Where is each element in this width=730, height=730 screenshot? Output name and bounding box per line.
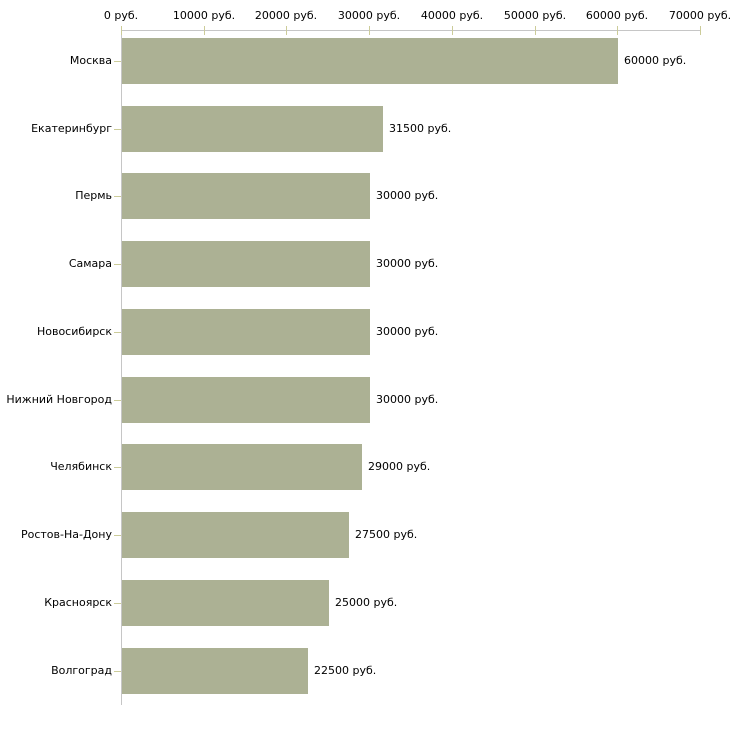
x-axis-tick-label: 70000 руб. bbox=[668, 9, 730, 22]
category-tick bbox=[114, 196, 121, 197]
x-axis-tick bbox=[535, 26, 536, 35]
x-axis-tick-label: 60000 руб. bbox=[585, 9, 649, 22]
category-label: Ростов-На-Дону bbox=[20, 528, 112, 541]
x-axis-tick-label: 0 руб. bbox=[103, 9, 139, 22]
category-tick bbox=[114, 129, 121, 130]
category-label: Самара bbox=[68, 257, 112, 270]
category-label: Екатеринбург bbox=[31, 122, 112, 135]
category-label: Красноярск bbox=[44, 596, 112, 609]
category-tick bbox=[114, 400, 121, 401]
x-axis-tick bbox=[700, 26, 701, 35]
bar-value-label: 30000 руб. bbox=[376, 393, 439, 406]
x-axis-tick bbox=[204, 26, 205, 35]
bar bbox=[122, 173, 370, 219]
x-axis-tick bbox=[286, 26, 287, 35]
bar bbox=[122, 580, 329, 626]
x-axis-tick bbox=[617, 26, 618, 35]
x-axis-tick-label: 50000 руб. bbox=[503, 9, 567, 22]
bar bbox=[122, 106, 383, 152]
bar-value-label: 60000 руб. bbox=[624, 54, 687, 67]
category-label: Нижний Новгород bbox=[6, 393, 112, 406]
category-label: Волгоград bbox=[51, 664, 112, 677]
bar-value-label: 29000 руб. bbox=[368, 460, 431, 473]
x-axis-tick bbox=[369, 26, 370, 35]
category-tick bbox=[114, 332, 121, 333]
category-tick bbox=[114, 61, 121, 62]
bar-value-label: 22500 руб. bbox=[314, 664, 377, 677]
bar-value-label: 30000 руб. bbox=[376, 257, 439, 270]
x-axis-tick-label: 40000 руб. bbox=[420, 9, 484, 22]
x-axis-tick-label: 10000 руб. bbox=[172, 9, 236, 22]
bar bbox=[122, 377, 370, 423]
bar-value-label: 31500 руб. bbox=[389, 122, 452, 135]
bar bbox=[122, 648, 308, 694]
category-tick bbox=[114, 671, 121, 672]
bar bbox=[122, 241, 370, 287]
category-tick bbox=[114, 467, 121, 468]
x-axis-tick bbox=[452, 26, 453, 35]
bar-value-label: 25000 руб. bbox=[335, 596, 398, 609]
x-axis-tick-label: 20000 руб. bbox=[254, 9, 318, 22]
bar bbox=[122, 38, 618, 84]
x-axis-line bbox=[121, 30, 701, 31]
y-axis-line bbox=[121, 30, 122, 705]
category-label: Челябинск bbox=[50, 460, 112, 473]
bar-value-label: 27500 руб. bbox=[355, 528, 418, 541]
bar bbox=[122, 309, 370, 355]
category-label: Москва bbox=[69, 54, 112, 67]
category-tick bbox=[114, 264, 121, 265]
category-tick bbox=[114, 603, 121, 604]
category-tick bbox=[114, 535, 121, 536]
category-label: Пермь bbox=[75, 189, 112, 202]
category-label: Новосибирск bbox=[36, 325, 112, 338]
x-axis-tick bbox=[121, 26, 122, 35]
x-axis-tick-label: 30000 руб. bbox=[337, 9, 401, 22]
bar bbox=[122, 444, 362, 490]
bar bbox=[122, 512, 349, 558]
bar-value-label: 30000 руб. bbox=[376, 325, 439, 338]
bar-value-label: 30000 руб. bbox=[376, 189, 439, 202]
